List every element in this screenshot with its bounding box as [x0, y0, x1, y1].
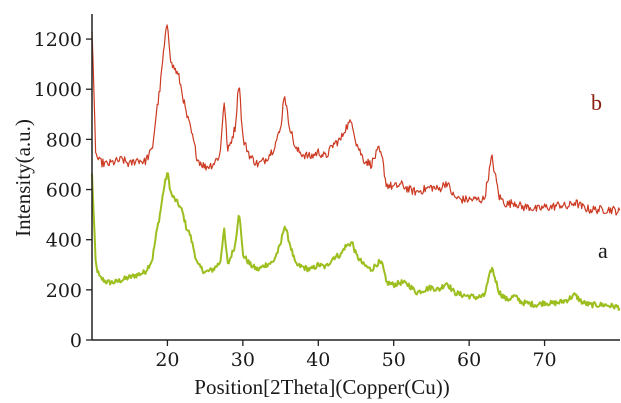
series-label-a: a [598, 238, 608, 263]
y-axis-title: Intensity(a.u.) [11, 119, 35, 237]
y-tick-label: 400 [46, 230, 82, 252]
x-axis-title: Position[2Theta](Copper(Cu)) [194, 375, 449, 399]
y-tick-label: 1200 [34, 29, 82, 51]
x-tick-label: 50 [382, 349, 406, 371]
x-tick-label: 30 [231, 349, 255, 371]
series-label-b: b [591, 90, 602, 115]
x-tick-label: 40 [306, 349, 330, 371]
y-tick-label: 600 [46, 180, 82, 202]
x-tick-label: 20 [155, 349, 179, 371]
series-line-b [91, 24, 621, 216]
x-axis-ticks: 20 30 40 50 60 70 [155, 340, 557, 371]
x-tick-label: 70 [532, 349, 556, 371]
x-tick-label: 60 [457, 349, 481, 371]
y-axis-ticks: 0 200 400 600 800 1000 1200 [34, 29, 92, 352]
plot-area [91, 24, 621, 311]
series-line-a [91, 172, 621, 311]
y-tick-label: 200 [46, 280, 82, 302]
y-tick-label: 800 [46, 129, 82, 151]
y-tick-label: 1000 [34, 79, 82, 101]
y-tick-label: 0 [70, 330, 82, 352]
